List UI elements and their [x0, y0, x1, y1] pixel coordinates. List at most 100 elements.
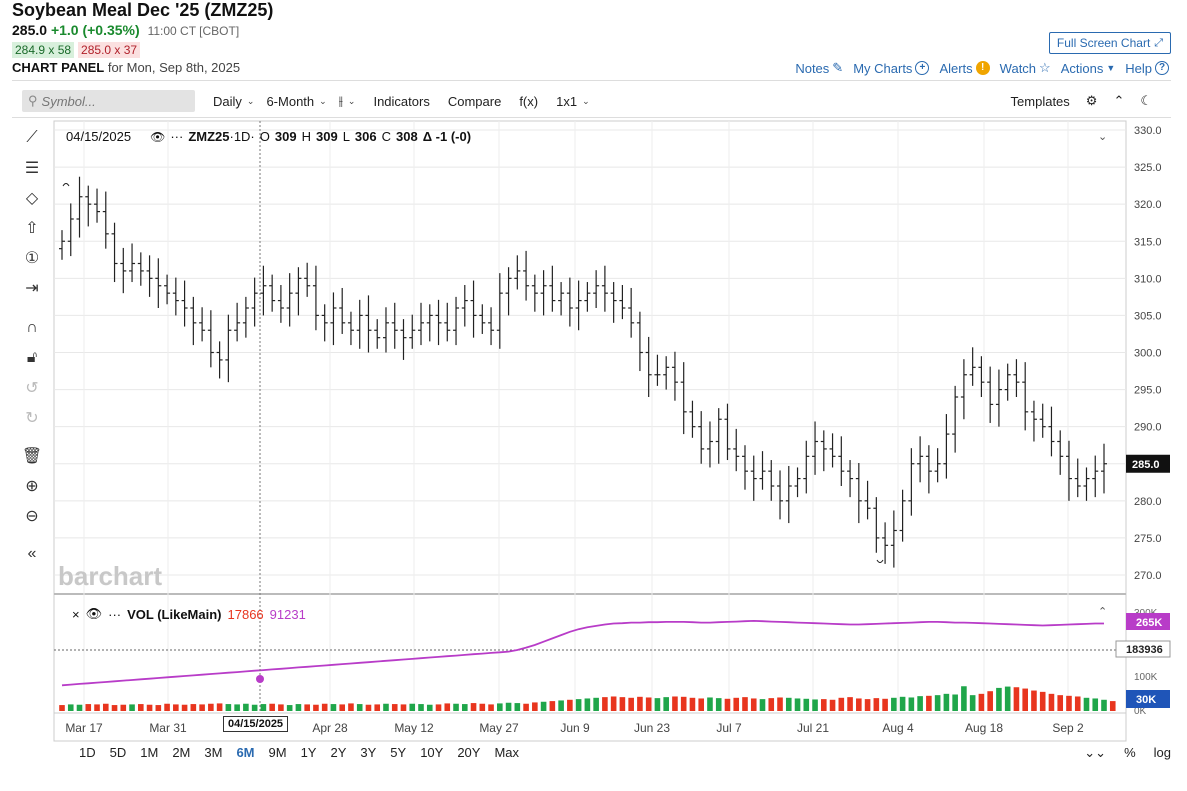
range-button-5y[interactable]: 5Y	[390, 745, 407, 760]
chevrons-down-icon[interactable]: ⌄⌄	[1084, 745, 1107, 760]
volume-bar	[715, 698, 722, 711]
redo-icon[interactable]: ↻	[25, 410, 39, 427]
percent-toggle[interactable]: %	[1124, 745, 1136, 760]
undo-icon[interactable]: ↺	[25, 380, 39, 397]
alerts-link[interactable]: Alerts!	[939, 60, 990, 76]
bar-type-dropdown[interactable]: ⫲ ⌄	[339, 93, 356, 109]
eye-icon[interactable]: 👁︎	[150, 129, 166, 144]
ohlc-bar	[426, 304, 433, 342]
ohlc-bar	[496, 273, 503, 349]
range-button-3m[interactable]: 3M	[204, 745, 223, 760]
volume-bar	[514, 703, 521, 711]
price-tick-label: 305.0	[1134, 310, 1162, 322]
ohlc-bar	[1074, 458, 1081, 498]
layout-dropdown[interactable]: 1x1 ⌄	[556, 94, 590, 109]
open-label: O	[259, 129, 270, 144]
ohlc-bar	[505, 267, 512, 316]
divider	[12, 117, 1171, 118]
annotation-tool-icon[interactable]: ①	[24, 250, 40, 267]
volume-bar	[365, 704, 372, 711]
ohlc-bar	[531, 274, 538, 312]
ohlc-bar	[1004, 363, 1011, 401]
help-link[interactable]: Help?	[1125, 60, 1169, 76]
volume-bar	[540, 701, 547, 711]
range-button-6m[interactable]: 6M	[236, 745, 255, 760]
actions-menu[interactable]: Actions ▼	[1061, 60, 1116, 76]
volume-bar	[891, 697, 897, 711]
alerts-label: Alerts	[939, 60, 973, 76]
ohlc-bar	[680, 362, 687, 435]
trendline-tool-icon[interactable]: ⟋	[26, 129, 38, 146]
dark-mode-icon[interactable]: ☾	[1140, 93, 1152, 108]
close-icon[interactable]: ×	[72, 606, 80, 622]
range-button-1y[interactable]: 1Y	[300, 745, 317, 760]
range-button-3y[interactable]: 3Y	[360, 745, 377, 760]
my-charts-link[interactable]: My Charts +	[853, 60, 930, 76]
volume-bar	[602, 697, 608, 711]
range-button-max[interactable]: Max	[494, 745, 520, 760]
caret-down-icon: ▼	[1106, 63, 1116, 73]
templates-button[interactable]: Templates	[1010, 93, 1070, 109]
zoom-in-icon[interactable]: ⊕	[25, 478, 39, 495]
last-volume-tag-label: 30K	[1136, 694, 1156, 706]
arrow-tool-icon[interactable]: ⇧	[25, 220, 39, 237]
compare-button[interactable]: Compare	[448, 94, 501, 109]
interval-dropdown[interactable]: Daily ⌄	[213, 94, 254, 109]
collapse-pane-icon[interactable]: ⌄	[1098, 131, 1108, 143]
full-screen-chart-button[interactable]: Full Screen Chart ⤢	[1049, 32, 1171, 54]
range-button-2m[interactable]: 2M	[172, 745, 191, 760]
volume-bar	[488, 704, 494, 711]
range-button-1d[interactable]: 1D	[79, 745, 96, 760]
watch-link[interactable]: Watch ☆	[1000, 60, 1051, 76]
ohlc-bar	[514, 255, 521, 290]
measure-tool-icon[interactable]: ⇥	[25, 280, 39, 297]
volume-bar	[330, 704, 337, 711]
ohlc-bar	[864, 480, 871, 520]
eye-icon[interactable]: 👁︎	[85, 606, 103, 621]
volume-bar	[216, 703, 223, 711]
time-tick-label: May 12	[394, 721, 434, 735]
ohlc-bar	[768, 460, 775, 501]
fib-tool-icon[interactable]: ☰	[24, 160, 40, 177]
range-button-1m[interactable]: 1M	[140, 745, 159, 760]
volume-bar	[102, 703, 109, 711]
unlock-icon[interactable]: 🔓︎	[26, 349, 38, 366]
period-dropdown[interactable]: 6-Month ⌄	[266, 94, 326, 109]
symbol-search[interactable]: ⚲	[22, 90, 195, 112]
range-button-10y[interactable]: 10Y	[420, 745, 444, 760]
more-icon[interactable]: ···	[170, 129, 184, 144]
volume-bar	[59, 705, 65, 711]
volume-bar	[321, 703, 328, 711]
range-button-2y[interactable]: 2Y	[330, 745, 347, 760]
ohlc-bar	[969, 347, 976, 386]
ohlc-bar	[1083, 467, 1090, 501]
volume-bar	[575, 699, 582, 711]
gear-icon[interactable]: ⚙	[1085, 93, 1098, 108]
ohlc-bar	[750, 455, 757, 501]
indicators-button[interactable]: Indicators	[373, 94, 429, 109]
volume-bar	[199, 704, 205, 711]
trash-icon[interactable]: 🗑︎	[21, 448, 43, 465]
fx-label: f(x)	[519, 93, 539, 109]
notes-link[interactable]: Notes ✎	[795, 60, 843, 76]
ohlc-bar	[111, 222, 118, 283]
more-icon[interactable]: ···	[108, 606, 122, 622]
zoom-out-icon[interactable]: ⊖	[25, 508, 39, 525]
volume-bar	[610, 696, 617, 711]
magnet-icon[interactable]: ∩	[26, 319, 38, 336]
range-button-5d[interactable]: 5D	[109, 745, 127, 760]
fx-button[interactable]: f(x)	[519, 94, 538, 109]
ohlc-bar	[523, 250, 530, 301]
collapse-left-icon[interactable]: «	[27, 545, 37, 562]
range-button-9m[interactable]: 9M	[268, 745, 287, 760]
ohlc-bar	[356, 299, 363, 349]
volume-bar	[961, 686, 967, 711]
symbol-input[interactable]	[41, 93, 182, 109]
collapse-up-icon[interactable]: ⌃	[1113, 93, 1125, 108]
shapes-tool-icon[interactable]: ◇	[25, 190, 39, 207]
collapse-pane-icon[interactable]: ⌃	[1098, 606, 1108, 618]
range-button-20y[interactable]: 20Y	[457, 745, 481, 760]
ohlc-bar	[260, 265, 267, 316]
log-toggle[interactable]: log	[1153, 745, 1171, 760]
